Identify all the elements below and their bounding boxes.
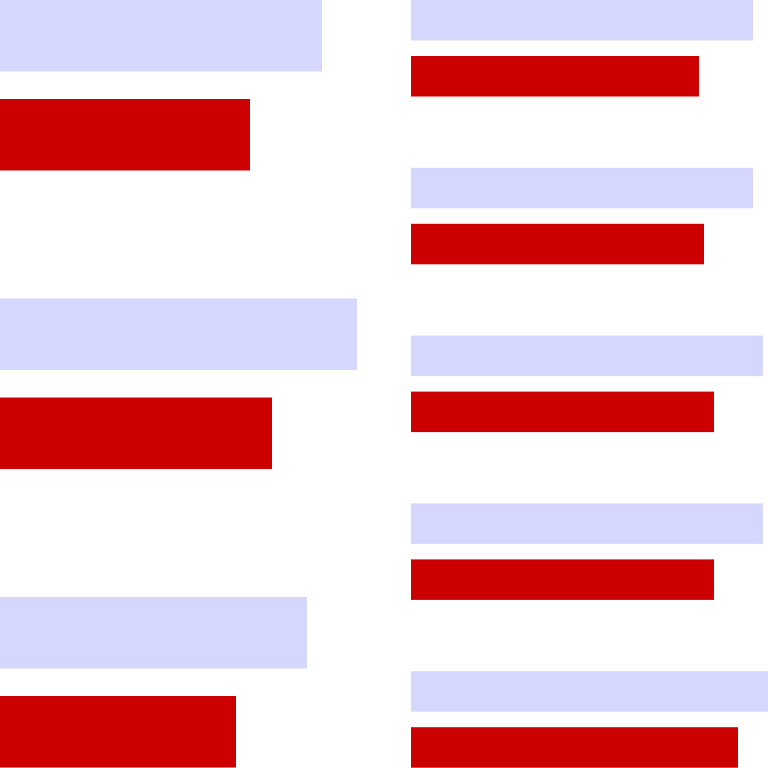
bar-series-1-item-3 (411, 335, 763, 377)
bar-series-2-item-1 (411, 56, 699, 97)
bar-series-2-item-5 (411, 727, 738, 768)
bar-series-1-item-1 (411, 0, 753, 41)
bar-series-1-item-5 (411, 671, 768, 712)
bar-series-1-item-2 (411, 167, 753, 209)
bar-series-1-item-2 (0, 298, 357, 370)
bar-series-2-item-3 (0, 696, 236, 768)
bar-series-2-item-2 (411, 223, 704, 265)
bar-series-1-item-1 (0, 0, 322, 72)
bar-series-2-item-1 (0, 99, 250, 171)
bar-series-2-item-4 (411, 559, 714, 600)
bar-series-1-item-3 (0, 597, 307, 669)
bar-series-2-item-2 (0, 397, 272, 469)
chart-panel-2 (411, 0, 768, 768)
chart-panel-1 (0, 0, 357, 768)
bar-series-1-item-4 (411, 503, 763, 544)
bar-series-2-item-3 (411, 391, 714, 433)
